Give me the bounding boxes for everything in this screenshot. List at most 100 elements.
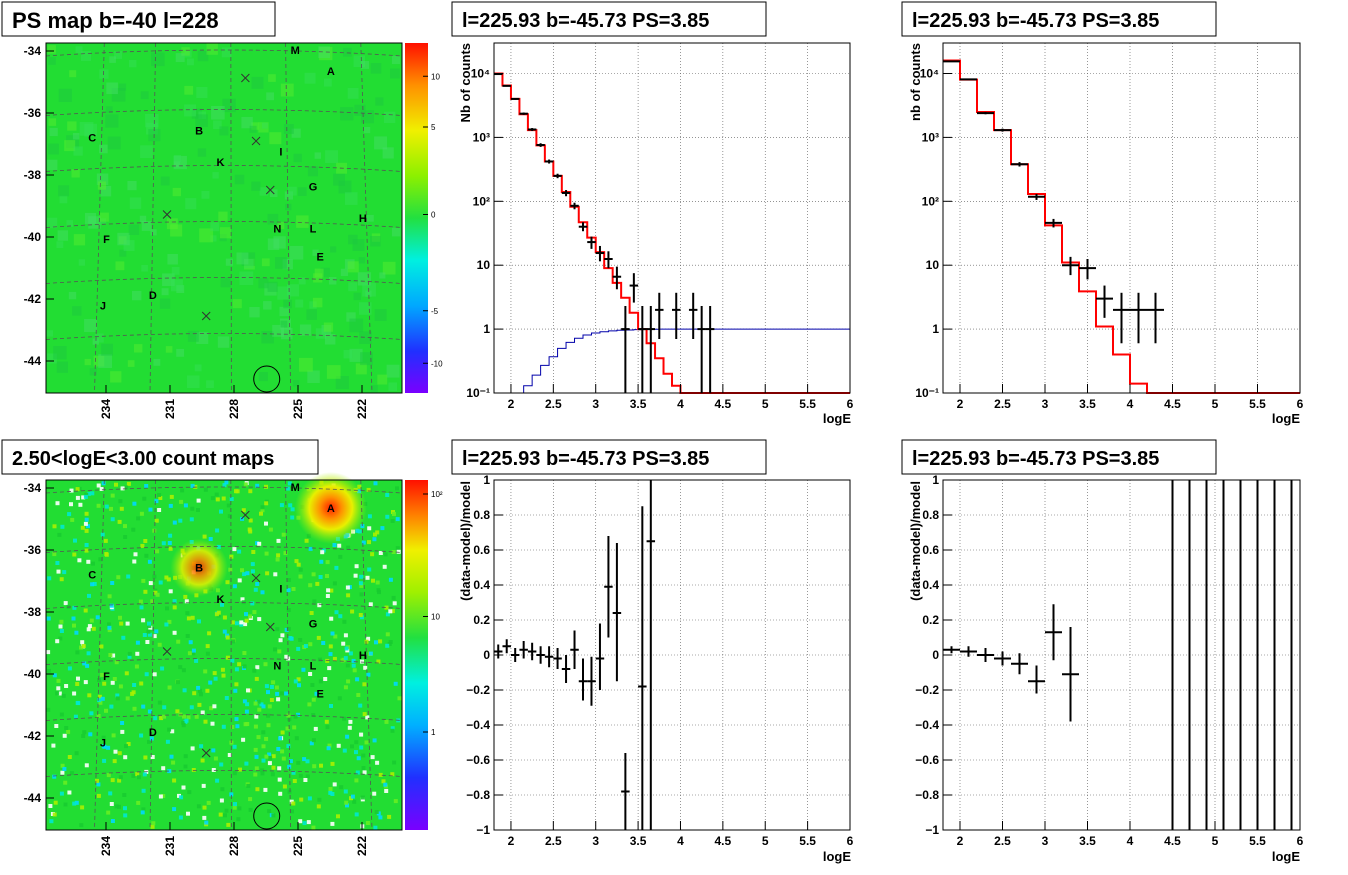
map-x-tick-label: 228	[227, 399, 241, 419]
noise-pixel	[254, 754, 259, 759]
noise-pixel	[222, 629, 227, 634]
noise-pixel	[388, 609, 393, 614]
noise-pixel	[219, 509, 223, 514]
noise-pixel	[195, 114, 208, 127]
noise-pixel	[326, 365, 341, 379]
noise-pixel	[86, 524, 90, 529]
map-y-tick-label: -36	[24, 106, 42, 120]
noise-pixel	[271, 754, 276, 759]
noise-pixel	[71, 169, 80, 178]
noise-pixel	[80, 640, 85, 645]
noise-pixel	[125, 621, 130, 626]
noise-pixel	[154, 629, 159, 634]
noise-pixel	[126, 481, 131, 486]
noise-pixel	[281, 532, 286, 537]
noise-pixel	[84, 319, 98, 332]
noise-pixel	[83, 608, 88, 613]
noise-pixel	[123, 535, 128, 539]
noise-pixel	[158, 580, 163, 585]
noise-pixel	[187, 330, 199, 342]
noise-pixel	[353, 55, 366, 67]
noise-pixel	[57, 532, 62, 537]
source-label: F	[103, 234, 110, 246]
noise-pixel	[332, 543, 337, 547]
noise-pixel	[157, 700, 162, 705]
noise-pixel	[46, 707, 51, 712]
noise-pixel	[269, 685, 274, 689]
noise-pixel	[135, 640, 140, 645]
noise-pixel	[381, 779, 386, 784]
noise-pixel	[236, 252, 249, 265]
model-histogram	[494, 72, 850, 394]
noise-pixel	[161, 288, 169, 296]
noise-pixel	[359, 652, 364, 657]
noise-pixel	[327, 743, 332, 748]
noise-pixel	[363, 665, 368, 670]
noise-pixel	[266, 92, 274, 101]
noise-pixel	[264, 754, 269, 759]
noise-pixel	[284, 627, 289, 632]
noise-pixel	[229, 792, 234, 797]
noise-pixel	[288, 503, 293, 508]
data-point	[1062, 627, 1079, 722]
noise-pixel	[298, 567, 303, 572]
map-grid	[45, 42, 403, 394]
source-cross	[251, 573, 261, 583]
map-noise	[46, 43, 401, 393]
map-x-tick-label: 222	[355, 399, 369, 419]
noise-pixel	[390, 726, 395, 731]
noise-pixel	[129, 59, 137, 68]
noise-pixel	[153, 590, 158, 595]
noise-pixel	[102, 758, 107, 763]
noise-pixel	[219, 762, 224, 767]
source-label: L	[310, 224, 317, 236]
noise-pixel	[157, 642, 162, 647]
noise-pixel	[84, 548, 89, 553]
noise-pixel	[167, 685, 172, 690]
noise-pixel	[330, 792, 335, 796]
noise-pixel	[222, 483, 227, 488]
noise-pixel	[237, 578, 242, 583]
noise-pixel	[323, 677, 328, 681]
data-point	[604, 251, 613, 269]
noise-pixel	[270, 772, 275, 777]
noise-pixel	[227, 514, 232, 519]
noise-pixel	[229, 554, 234, 559]
noise-pixel	[311, 697, 316, 702]
noise-pixel	[293, 714, 298, 719]
noise-pixel	[256, 735, 261, 740]
noise-pixel	[224, 480, 229, 485]
x-tick-label: 2.5	[994, 397, 1011, 411]
noise-pixel	[253, 724, 258, 729]
noise-pixel	[231, 639, 235, 644]
noise-pixel	[216, 610, 221, 615]
noise-pixel	[390, 728, 395, 733]
y-tick-label: 10³	[473, 130, 490, 144]
noise-pixel	[100, 696, 105, 701]
data-point	[1028, 665, 1045, 694]
noise-pixel	[286, 744, 291, 749]
noise-pixel	[348, 719, 353, 724]
noise-pixel	[183, 594, 188, 599]
axes: 2 2.5 3 3.5 4 4.5 5 5.5 6 −1 −0.8 −0.6 −0.4 −0.2 0 0.2 0…	[915, 473, 1303, 848]
noise-pixel	[196, 685, 201, 690]
noise-pixel	[350, 609, 355, 614]
noise-pixel	[221, 724, 226, 729]
noise-pixel	[165, 346, 173, 353]
target-circle	[253, 802, 281, 830]
colorbar	[405, 43, 428, 393]
map-title: 2.50<logE<3.00 count maps	[12, 448, 274, 470]
data-points	[494, 73, 715, 393]
noise-pixel	[276, 553, 281, 558]
noise-pixel	[72, 691, 77, 696]
noise-pixel	[104, 552, 109, 556]
data-point	[655, 292, 664, 339]
noise-pixel	[107, 136, 121, 150]
x-tick-label: 6	[1297, 834, 1304, 848]
plot-frame	[493, 42, 851, 394]
noise-pixel	[67, 790, 72, 795]
source-label: F	[103, 671, 110, 683]
y-tick-label: −0.4	[915, 718, 939, 732]
noise-pixel	[139, 215, 147, 223]
noise-pixel	[337, 543, 342, 548]
